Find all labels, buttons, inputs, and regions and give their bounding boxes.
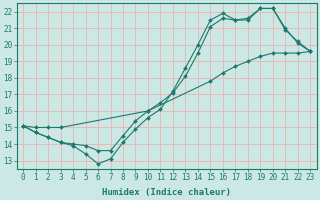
X-axis label: Humidex (Indice chaleur): Humidex (Indice chaleur)	[102, 188, 231, 197]
